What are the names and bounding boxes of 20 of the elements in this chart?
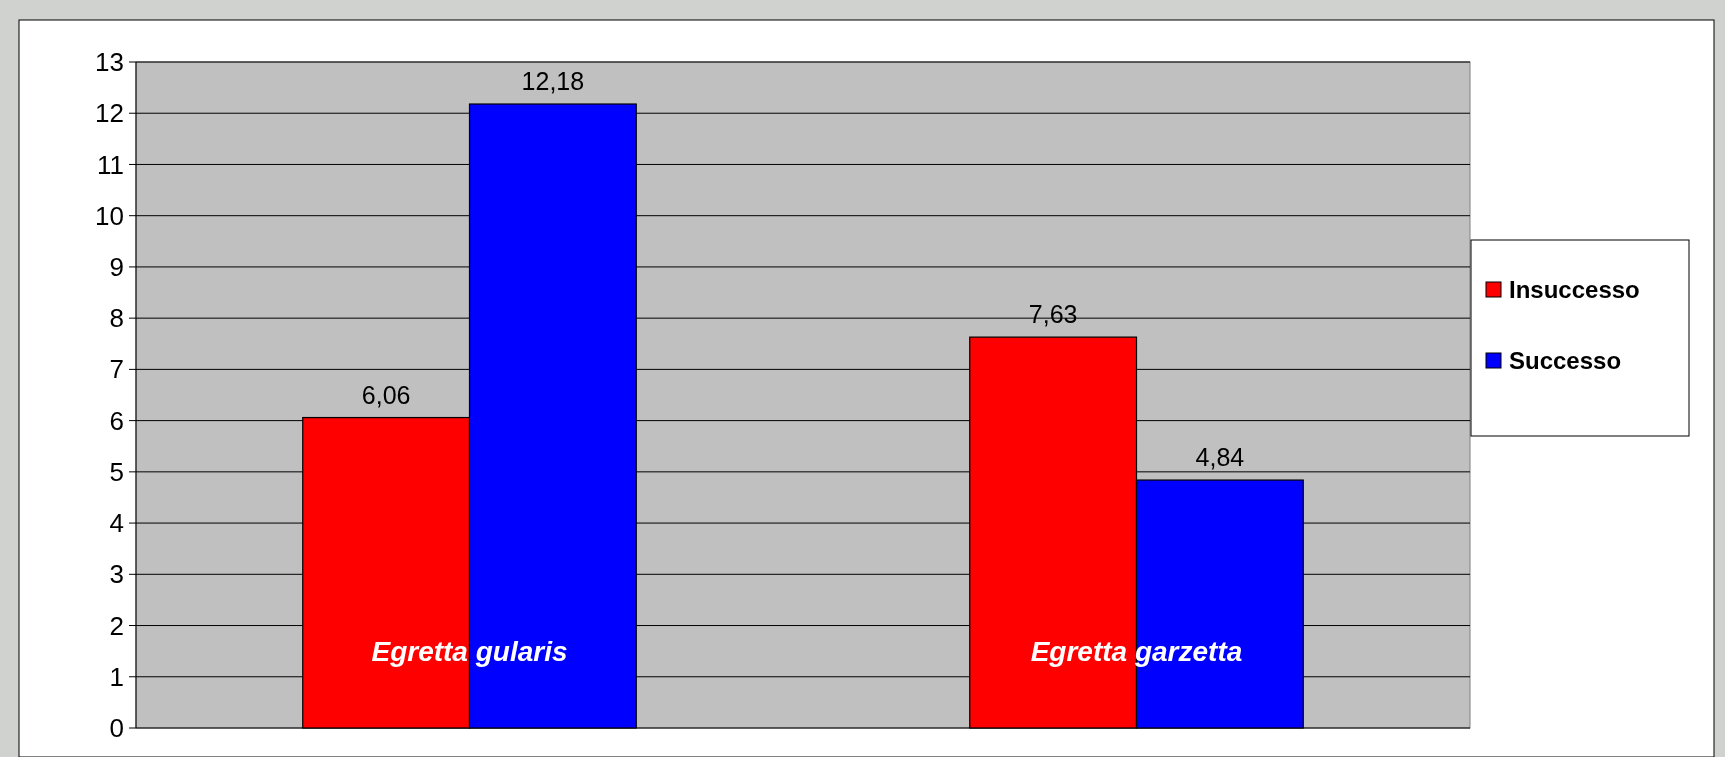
y-tick-label: 13 — [95, 47, 124, 78]
data-label: 12,18 — [521, 67, 585, 96]
y-tick-label: 2 — [109, 610, 124, 641]
y-tick-label: 11 — [97, 149, 124, 180]
y-tick-label: 3 — [109, 559, 124, 590]
y-tick-label: 12 — [95, 98, 124, 129]
y-tick-label: 7 — [109, 354, 124, 385]
y-tick-label: 0 — [109, 713, 124, 744]
y-tick-label: 4 — [109, 508, 124, 539]
y-tick-label: 9 — [109, 252, 124, 283]
y-tick-label: 8 — [109, 303, 124, 334]
y-tick-label: 10 — [95, 200, 124, 231]
data-label: 6,06 — [361, 380, 411, 409]
data-label: 4,84 — [1195, 443, 1245, 472]
y-tick-label: 6 — [109, 405, 124, 436]
legend-label: Insuccesso — [1509, 276, 1640, 304]
y-tick-label: 1 — [109, 661, 124, 692]
x-tick-label: Egretta gularis — [371, 635, 568, 667]
y-tick-label: 5 — [109, 456, 124, 487]
legend-label: Successo — [1509, 347, 1622, 375]
